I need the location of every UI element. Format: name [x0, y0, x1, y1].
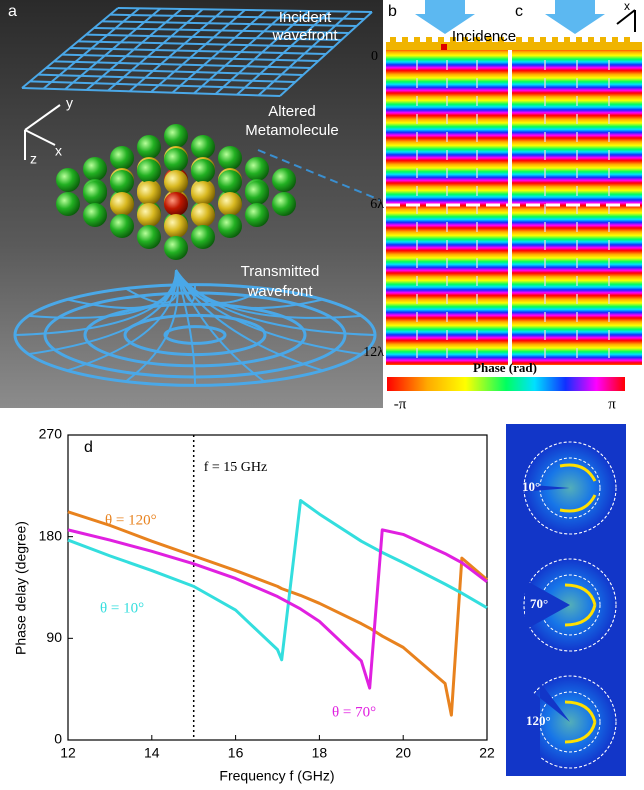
atom — [137, 203, 161, 227]
incident-label: wavefront — [271, 27, 338, 44]
series-label: θ = 10° — [100, 600, 144, 616]
atom — [164, 170, 188, 194]
atom — [218, 170, 242, 194]
inset-angle: 120° — [526, 713, 551, 728]
atom — [245, 157, 269, 181]
series-label: θ = 120° — [105, 512, 157, 528]
atom — [137, 159, 161, 183]
inset-angle: 10° — [522, 479, 540, 494]
depth-label: 0 — [371, 49, 378, 64]
x-tick-label: 22 — [479, 745, 495, 761]
atom — [137, 225, 161, 249]
panel-a: a Incident wavefront Altered Metamolecul… — [0, 0, 383, 408]
incident-label: Incident — [279, 9, 332, 26]
atom — [83, 157, 107, 181]
colorbar-max: π — [608, 396, 616, 412]
axis-letter: y — [66, 95, 73, 111]
atom — [191, 203, 215, 227]
x-tick-label: 18 — [312, 745, 328, 761]
atom — [56, 192, 80, 216]
atom — [164, 236, 188, 260]
x-tick-label: 16 — [228, 745, 244, 761]
atom — [110, 192, 134, 216]
atom — [245, 203, 269, 227]
axis-letter: z — [30, 151, 37, 167]
colorbar — [387, 377, 625, 391]
atom — [218, 214, 242, 238]
atom — [164, 192, 188, 216]
panel-label: b — [388, 3, 397, 20]
panel-label: a — [8, 3, 17, 20]
chart: d Frequency f (GHz) Phase delay (degree)… — [13, 426, 495, 784]
atom — [218, 192, 242, 216]
atom — [137, 135, 161, 159]
atom — [110, 170, 134, 194]
inset-angle: 70° — [530, 596, 548, 611]
depth-label: 12λ — [363, 345, 384, 360]
y-tick-label: 270 — [39, 426, 63, 442]
axis-icon — [617, 10, 635, 32]
x-tick-label: 14 — [144, 745, 160, 761]
atom — [83, 203, 107, 227]
depth-label: 6λ — [370, 197, 384, 212]
y-tick-label: 180 — [39, 527, 63, 543]
atom — [272, 192, 296, 216]
atom — [191, 225, 215, 249]
atom — [164, 124, 188, 148]
atom — [218, 146, 242, 170]
colorbar-min: -π — [394, 396, 407, 412]
transmitted-label: Transmitted — [241, 263, 320, 280]
reference-label: f = 15 GHz — [204, 460, 268, 475]
x-axis-label: Frequency f (GHz) — [219, 768, 334, 784]
insets: 10° 70° 120° — [506, 424, 626, 776]
atom — [191, 135, 215, 159]
atom — [110, 214, 134, 238]
atom — [137, 181, 161, 205]
series-label: θ = 70° — [332, 704, 376, 720]
atom — [164, 148, 188, 172]
atom — [164, 214, 188, 238]
atom — [83, 181, 107, 205]
altered-label: Metamolecule — [245, 122, 338, 139]
y-tick-label: 90 — [46, 629, 62, 645]
atom — [272, 168, 296, 192]
axis-letter: x — [55, 143, 62, 159]
atom — [245, 181, 269, 205]
incidence-label: Incidence — [452, 28, 516, 45]
atom — [110, 146, 134, 170]
figure: a Incident wavefront Altered Metamolecul… — [0, 0, 644, 790]
transmitted-label: wavefront — [246, 283, 313, 300]
x-tick-label: 12 — [60, 745, 76, 761]
altered-label: Altered — [268, 103, 316, 120]
panel-label: c — [515, 3, 523, 20]
incidence-arrow — [545, 0, 605, 34]
panel-b: b c Incidence x 0 6λ 12λ Phase (rad) -π … — [363, 0, 642, 412]
axis-letter: x — [624, 0, 630, 13]
atom — [56, 168, 80, 192]
atom — [191, 159, 215, 183]
altered-cell — [441, 44, 447, 50]
atom — [191, 181, 215, 205]
colorbar-title: Phase (rad) — [473, 360, 537, 375]
panel-label: d — [84, 439, 93, 456]
x-tick-label: 20 — [395, 745, 411, 761]
y-axis-label: Phase delay (degree) — [13, 521, 29, 655]
